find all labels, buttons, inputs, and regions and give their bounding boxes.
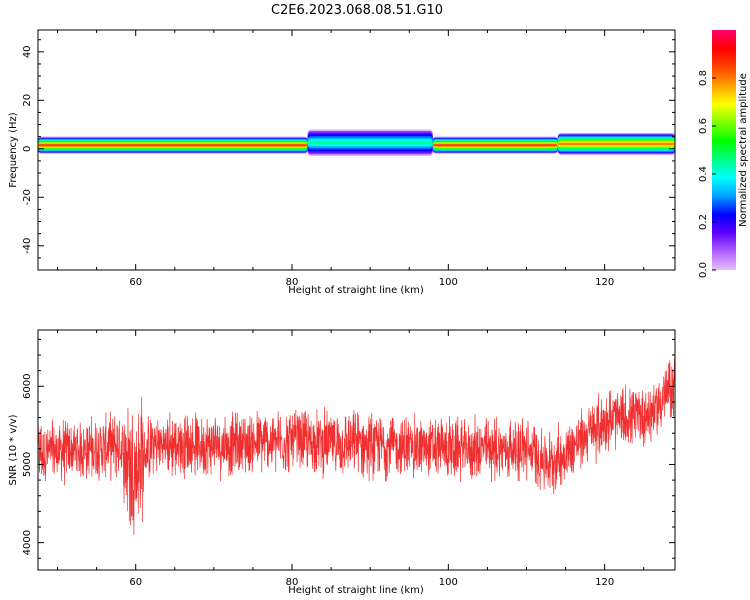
y-tick-label: 4000 — [22, 530, 33, 555]
colorbar-tick-label: 0.2 — [698, 214, 709, 230]
spectrogram-band — [38, 129, 675, 157]
colorbar: 0.0 0.2 0.4 0.6 0.8 Normalized spectral ampl… — [698, 30, 749, 278]
y-tick-label: -20 — [22, 189, 33, 205]
spectrogram-band-layer — [432, 144, 558, 147]
x-tick-label: 80 — [286, 577, 299, 588]
spectrogram-band-layer — [557, 142, 675, 146]
figure-title: C2E6.2023.068.08.51.G10 — [271, 3, 443, 18]
snr-ticks: 60 80 100 120 4000 5000 6000 — [22, 330, 675, 588]
y-tick-label: 40 — [22, 45, 33, 58]
spectrogram-band-layer — [38, 144, 308, 147]
y-tick-label: 5000 — [22, 452, 33, 477]
spectrogram-x-label: Height of straight line (km) — [288, 285, 424, 296]
colorbar-ticks: 0.0 0.2 0.4 0.6 0.8 — [698, 70, 716, 278]
spectrogram-band-layer — [307, 141, 433, 145]
snr-y-label: SNR (10 * v/v) — [8, 414, 19, 485]
y-tick-label: 20 — [22, 94, 33, 107]
colorbar-gradient — [712, 30, 736, 270]
spectrogram-panel: 60 80 100 120 -40 -20 0 20 40 Height of straight… — [8, 29, 676, 296]
snr-series-line — [38, 357, 675, 536]
x-tick-label: 100 — [439, 577, 458, 588]
colorbar-tick-label: 0.8 — [698, 70, 709, 86]
colorbar-tick-label: 0.6 — [698, 118, 709, 134]
snr-panel: 60 80 100 120 4000 5000 6000 Height of straigh… — [8, 329, 676, 596]
spectrogram-frame — [37, 29, 676, 271]
colorbar-tick-label: 0.0 — [698, 262, 709, 278]
x-tick-label: 120 — [595, 277, 614, 288]
y-tick-label: 6000 — [22, 374, 33, 399]
y-tick-label: 0 — [22, 146, 33, 152]
x-tick-label: 100 — [439, 277, 458, 288]
snr-frame — [37, 329, 676, 571]
x-tick-label: 60 — [129, 577, 142, 588]
snr-x-label: Height of straight line (km) — [288, 585, 424, 596]
x-tick-label: 80 — [286, 277, 299, 288]
x-tick-label: 120 — [595, 577, 614, 588]
colorbar-label: Normalized spectral amplitude — [738, 73, 749, 227]
spectrogram-y-label: Frequency (Hz) — [8, 112, 19, 188]
colorbar-tick-label: 0.4 — [698, 166, 709, 182]
y-tick-label: -40 — [22, 238, 33, 254]
x-tick-label: 60 — [129, 277, 142, 288]
